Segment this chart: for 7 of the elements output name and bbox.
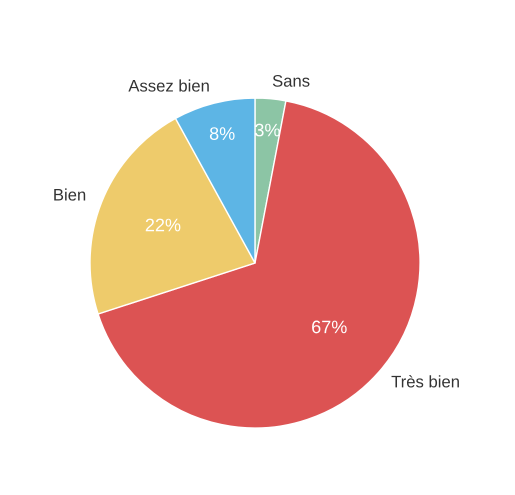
data-label: 67% [312, 320, 347, 334]
data-label: 22% [146, 218, 180, 232]
slice-label: Assez bien [128, 79, 209, 92]
slice-label: Bien [54, 188, 86, 201]
data-label: 8% [210, 127, 235, 140]
slice-label: Sans [272, 74, 310, 87]
slice-label: Très bien [392, 375, 459, 388]
